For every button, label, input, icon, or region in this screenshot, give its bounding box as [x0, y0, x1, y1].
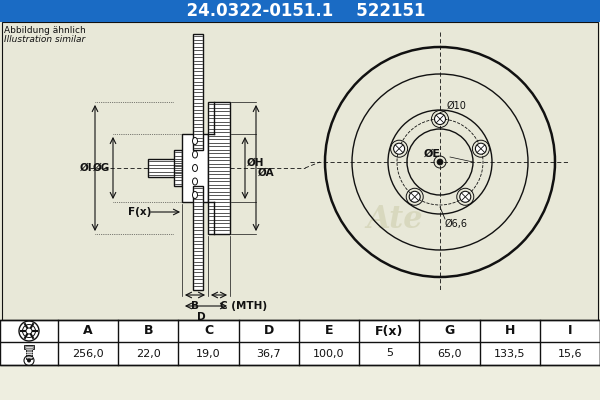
- Ellipse shape: [193, 164, 197, 172]
- Ellipse shape: [193, 138, 197, 144]
- Text: 22,0: 22,0: [136, 348, 161, 358]
- Text: ØG: ØG: [93, 163, 110, 173]
- Text: Ø10: Ø10: [447, 100, 467, 110]
- Bar: [0, 320, 600, 365]
- Text: 24.0322-0151.1    522151: 24.0322-0151.1 522151: [175, 2, 425, 20]
- Bar: [0, 0, 600, 22]
- Text: 19,0: 19,0: [196, 348, 221, 358]
- Text: D: D: [197, 312, 205, 322]
- Ellipse shape: [193, 178, 197, 185]
- Bar: [2, 22, 598, 320]
- Text: C (MTH): C (MTH): [220, 301, 267, 311]
- Text: Abbildung ähnlich: Abbildung ähnlich: [4, 26, 86, 35]
- Circle shape: [475, 143, 487, 154]
- Bar: [208, 102, 230, 234]
- Bar: [174, 150, 182, 186]
- Text: 65,0: 65,0: [437, 348, 461, 358]
- Text: 15,6: 15,6: [557, 348, 582, 358]
- Ellipse shape: [193, 151, 197, 158]
- Circle shape: [437, 159, 443, 165]
- Ellipse shape: [193, 192, 197, 198]
- Circle shape: [409, 191, 420, 202]
- Text: H: H: [505, 324, 515, 338]
- Text: 5: 5: [386, 348, 393, 358]
- Text: B: B: [191, 301, 199, 311]
- Text: 100,0: 100,0: [313, 348, 345, 358]
- Text: Illustration similar: Illustration similar: [4, 35, 85, 44]
- Text: Ø6,6: Ø6,6: [445, 219, 468, 229]
- Bar: [148, 159, 182, 177]
- Text: C: C: [204, 324, 213, 338]
- Text: G: G: [445, 324, 455, 338]
- Text: I: I: [568, 324, 572, 338]
- Bar: [182, 134, 208, 202]
- Bar: [24, 344, 34, 348]
- Circle shape: [394, 143, 404, 154]
- Text: ØA: ØA: [258, 168, 275, 178]
- Circle shape: [434, 114, 445, 124]
- Text: 256,0: 256,0: [72, 348, 104, 358]
- Circle shape: [27, 358, 31, 362]
- Text: F(x): F(x): [375, 324, 403, 338]
- Bar: [193, 34, 203, 150]
- Text: 133,5: 133,5: [494, 348, 526, 358]
- Text: ØH: ØH: [247, 158, 265, 168]
- Circle shape: [460, 191, 471, 202]
- Text: Ate: Ate: [367, 204, 424, 236]
- Text: B: B: [143, 324, 153, 338]
- Text: E: E: [325, 324, 333, 338]
- Text: A: A: [83, 324, 93, 338]
- Text: D: D: [263, 324, 274, 338]
- Bar: [193, 186, 203, 290]
- Text: F(x): F(x): [128, 207, 151, 217]
- Bar: [0, 22, 600, 322]
- Text: 36,7: 36,7: [256, 348, 281, 358]
- Bar: [26, 344, 32, 358]
- Text: ØE: ØE: [424, 149, 441, 159]
- Text: ØI: ØI: [79, 163, 92, 173]
